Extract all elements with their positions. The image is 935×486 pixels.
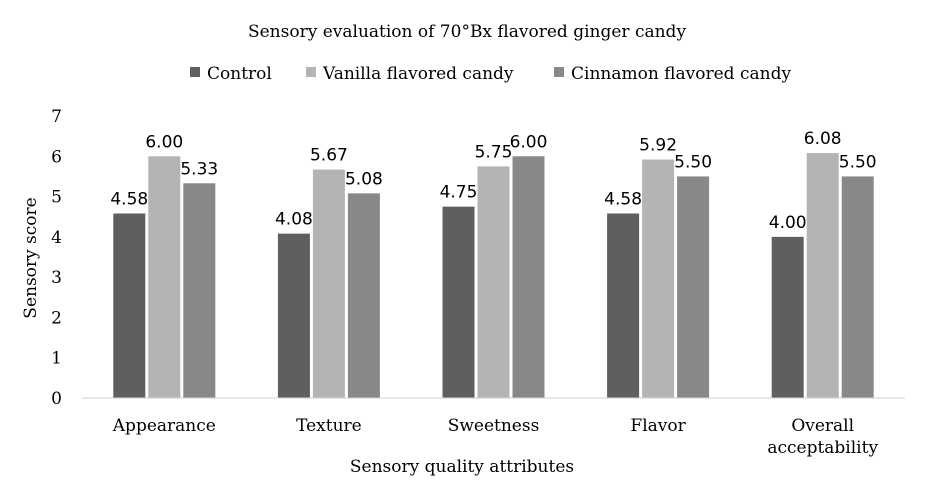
category-labels: Appearance Texture Sweetness Flavor Overall a… (112, 416, 879, 458)
y-tick-label: 5 (51, 188, 62, 208)
data-label: 5.33 (180, 159, 218, 179)
legend-label: Vanilla flavored candy (322, 64, 514, 84)
bar-flavor-2 (642, 159, 675, 398)
legend-label: Cinnamon flavored candy (571, 64, 791, 84)
legend: Control Vanilla flavored candy Cinnamon fl… (190, 64, 791, 84)
bar-sweetness-3 (512, 156, 545, 398)
category-label: Sweetness (448, 416, 540, 436)
y-tick-label: 2 (51, 308, 62, 328)
data-label: 5.92 (639, 136, 677, 156)
chart-title: Sensory evaluation of 70°Bx flavored gin… (248, 22, 686, 42)
data-label: 4.75 (440, 183, 478, 203)
data-label: 5.75 (475, 142, 513, 162)
bar-appearance-3 (183, 183, 216, 398)
category-label: Overall acceptability (767, 416, 878, 458)
bar-sweetness-2 (477, 166, 510, 398)
data-label: 4.58 (604, 189, 642, 209)
bar-texture-2 (312, 169, 345, 398)
data-label: 4.58 (110, 189, 148, 209)
category-label: Texture (296, 416, 362, 436)
data-labels: 4.586.005.334.085.675.084.755.756.004.58… (110, 129, 876, 233)
x-axis-title: Sensory quality attributes (350, 457, 574, 477)
legend-swatch (554, 67, 564, 77)
bar-flavor-1 (607, 213, 640, 398)
bars (113, 153, 874, 398)
y-axis-title: Sensory score (21, 197, 41, 318)
data-label: 5.50 (839, 152, 877, 172)
bar-appearance-2 (148, 156, 181, 398)
bar-overall-acceptability-3 (841, 176, 874, 398)
data-label: 6.00 (145, 132, 183, 152)
legend-swatch (190, 67, 200, 77)
legend-swatch (306, 67, 316, 77)
bar-flavor-3 (677, 176, 710, 398)
data-label: 5.08 (345, 169, 383, 189)
bar-sweetness-1 (442, 206, 475, 398)
data-label: 4.00 (769, 213, 807, 233)
bar-overall-acceptability-2 (806, 153, 839, 398)
category-label: Flavor (630, 416, 686, 436)
data-label: 5.50 (674, 152, 712, 172)
bar-texture-1 (277, 233, 310, 398)
category-label: Appearance (112, 416, 216, 436)
y-tick-label: 7 (51, 107, 62, 127)
y-tick-label: 4 (51, 228, 62, 248)
y-tick-label: 1 (51, 349, 62, 369)
y-axis-ticks: 0 1 2 3 4 5 6 7 (51, 107, 62, 409)
data-label: 6.00 (510, 132, 548, 152)
data-label: 6.08 (804, 129, 842, 149)
bar-texture-3 (347, 193, 380, 398)
y-tick-label: 6 (51, 147, 62, 167)
y-tick-label: 0 (51, 389, 62, 409)
data-label: 4.08 (275, 210, 313, 230)
legend-label: Control (207, 64, 272, 84)
bar-appearance-1 (113, 213, 146, 398)
bar-overall-acceptability-1 (771, 236, 804, 398)
y-tick-label: 3 (51, 268, 62, 288)
data-label: 5.67 (310, 146, 348, 166)
